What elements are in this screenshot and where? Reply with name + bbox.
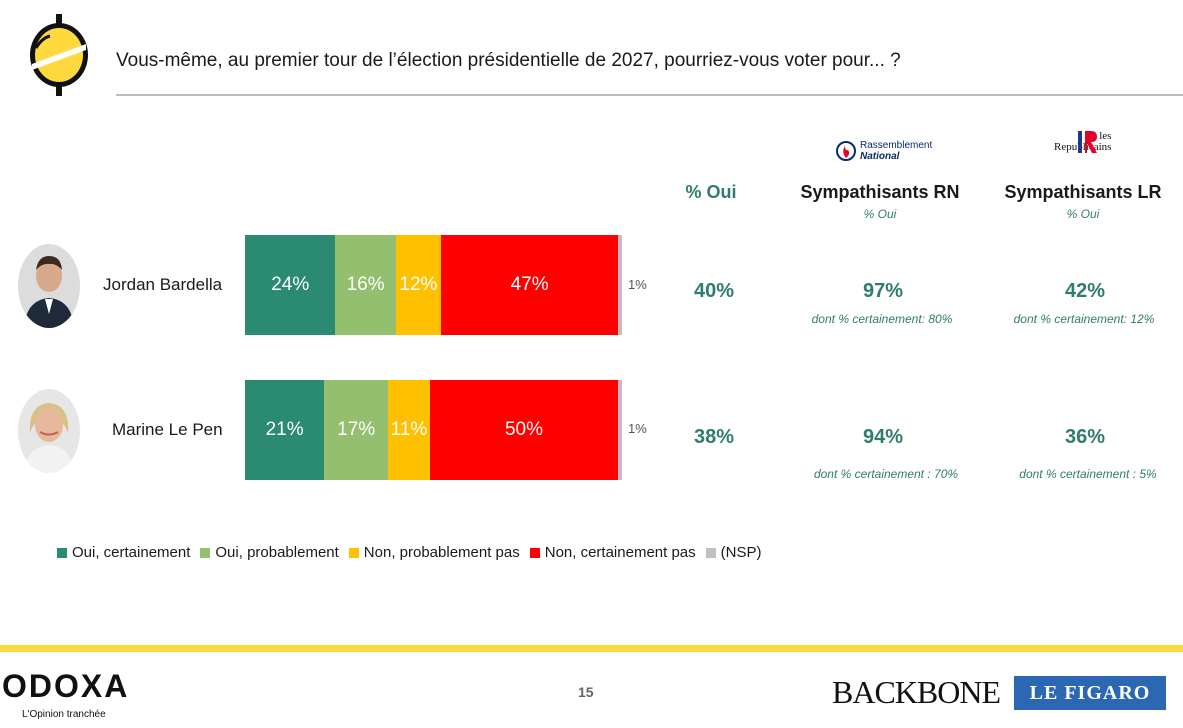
legend-label: Oui, probablement (215, 544, 339, 561)
bar-value-label: 12% (399, 274, 438, 295)
bar-segment-oui-probablement: 16% (335, 235, 396, 335)
avatar-le-pen (18, 389, 80, 473)
lr-note: dont % certainement: 12% (1013, 312, 1155, 326)
footer-yellow-line (0, 645, 1183, 652)
rn-value: 94% (862, 426, 904, 448)
rn-logo-line2: National (860, 151, 900, 162)
pct-oui-value: 38% (693, 426, 735, 448)
rn-column-header: Sympathisants RN (800, 182, 960, 202)
lr-value: 42% (1064, 280, 1106, 302)
avatar-bardella (18, 244, 80, 328)
legend-swatch (348, 547, 359, 558)
lr-logo-line2: Republicains (1054, 141, 1112, 153)
lr-mark-icon (1078, 131, 1097, 153)
bar-segment-non-probablement-pas: 11% (388, 380, 430, 480)
odoxa-tagline: L'Opinion tranchée (22, 709, 106, 720)
rn-value: 97% (862, 280, 904, 302)
legend-item: Oui, certainement (57, 544, 190, 561)
bar-value-label: 11% (390, 419, 428, 440)
odoxa-logo: ODOXA (2, 668, 130, 704)
chart-legend: Oui, certainement Oui, probablement Non, p… (57, 544, 762, 561)
candidate-name: Marine Le Pen (112, 420, 223, 439)
rn-logo-line1: Rassemblement (860, 140, 933, 151)
bar-value-label: 17% (337, 419, 376, 440)
legend-item: Oui, probablement (200, 544, 339, 561)
rn-column-sub: % Oui (863, 207, 897, 221)
rn-note: dont % certainement: 80% (811, 312, 953, 326)
legend-label: Oui, certainement (72, 544, 191, 561)
legend-swatch (57, 547, 67, 558)
legend-item: Non, probablement pas (348, 544, 520, 561)
bar-segment-non-certainement-pas: 50% (429, 380, 619, 480)
question-title: Vous-même, au premier tour de l’élection… (116, 50, 901, 71)
bar-value-label: 21% (265, 419, 304, 440)
rn-logo: Rassemblement National (836, 138, 932, 164)
nsp-value-label: 1% (628, 421, 647, 436)
header-divider (116, 94, 1183, 96)
backbone-logo: BACKBONE (832, 674, 1001, 710)
le-figaro-logo: LE FIGARO (1014, 676, 1166, 710)
legend-swatch (200, 547, 211, 558)
lr-column-sub: % Oui (1066, 207, 1100, 221)
pct-oui-header: % Oui (685, 182, 737, 202)
page-number: 15 (578, 684, 594, 700)
bar-segment-oui-certainement: 24% (245, 235, 336, 335)
bar-value-label: 47% (510, 274, 549, 295)
stacked-bar-bardella: 24% 16% 12% 47% (245, 235, 622, 335)
stacked-bar-le-pen: 21% 17% 11% 50% (245, 380, 622, 480)
legend-label: Non, certainement pas (544, 544, 696, 561)
legend-swatch (529, 547, 540, 558)
bar-segment-oui-certainement: 21% (245, 380, 325, 480)
nsp-value-label: 1% (628, 277, 647, 292)
pct-oui-value: 40% (693, 280, 735, 302)
legend-label: (NSP) (720, 544, 762, 561)
bar-segment-non-probablement-pas: 12% (395, 235, 442, 335)
candidate-name: Jordan Bardella (103, 275, 223, 294)
lr-note: dont % certainement : 5% (1019, 467, 1157, 481)
bar-value-label: 24% (271, 274, 310, 295)
legend-swatch (705, 547, 716, 558)
flame-icon (836, 141, 856, 161)
bar-segment-oui-probablement: 17% (324, 380, 389, 480)
rn-note: dont % certainement : 70% (813, 467, 959, 481)
odoxa-lemon-logo (28, 14, 90, 96)
legend-item: (NSP) (705, 544, 762, 561)
bar-segment-non-certainement-pas: 47% (441, 235, 619, 335)
bar-segment-nsp (618, 235, 622, 335)
bar-value-label: 50% (504, 419, 543, 440)
lr-value: 36% (1064, 426, 1106, 448)
lr-logo: les Republicains (1054, 131, 1111, 153)
bar-segment-nsp (618, 380, 622, 480)
lr-logo-line1: les (1099, 130, 1112, 142)
lr-column-header: Sympathisants LR (1004, 182, 1162, 202)
legend-item: Non, certainement pas (529, 544, 696, 561)
bar-value-label: 16% (346, 274, 385, 295)
legend-label: Non, probablement pas (363, 544, 520, 561)
